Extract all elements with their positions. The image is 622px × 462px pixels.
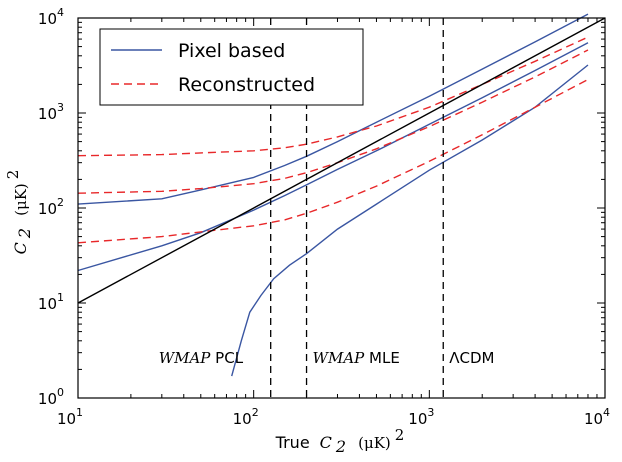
y-axis-label: C 2 (μK) 2: [4, 170, 34, 255]
y-tick-label: 103: [38, 101, 64, 123]
series-line-reference-6: [77, 17, 606, 304]
series-line-pixel-based-0: [77, 13, 589, 205]
axis-ticks: [77, 17, 606, 399]
svg-text:True C 2 (μK: True C 2 (μK) 2: [275, 426, 405, 456]
x-axis-label: True C 2 (μK) 2: [275, 426, 405, 456]
series-line-pixel-based-2: [231, 64, 589, 377]
x-tick-label: 102: [233, 406, 259, 428]
series-line-reconstructed-4: [77, 49, 589, 194]
vertical-marker-label: WMAP MLE: [313, 349, 400, 367]
x-tick-label: 104: [584, 406, 610, 428]
plot-lines: [77, 13, 606, 377]
vertical-marker-label: ΛCDM: [449, 349, 494, 367]
legend-label-pixel-based: Pixel based: [178, 40, 285, 62]
series-line-pixel-based-1: [77, 42, 589, 272]
series-line-reconstructed-5: [77, 78, 589, 244]
legend-box: [99, 28, 364, 106]
y-tick-label: 100: [38, 386, 64, 408]
svg-text:C 2 (μK) 2: C 2 (μK) 2: [4, 170, 34, 255]
vertical-marker-label: WMAP PCL: [159, 349, 244, 367]
x-tick-label: 101: [57, 406, 83, 428]
legend: Pixel based Reconstructed: [99, 28, 364, 106]
y-tick-label: 102: [38, 196, 64, 218]
y-tick-label: 101: [38, 291, 64, 313]
y-tick-label: 104: [38, 6, 64, 28]
legend-label-reconstructed: Reconstructed: [178, 74, 315, 96]
x-tick-label: 103: [408, 406, 434, 428]
